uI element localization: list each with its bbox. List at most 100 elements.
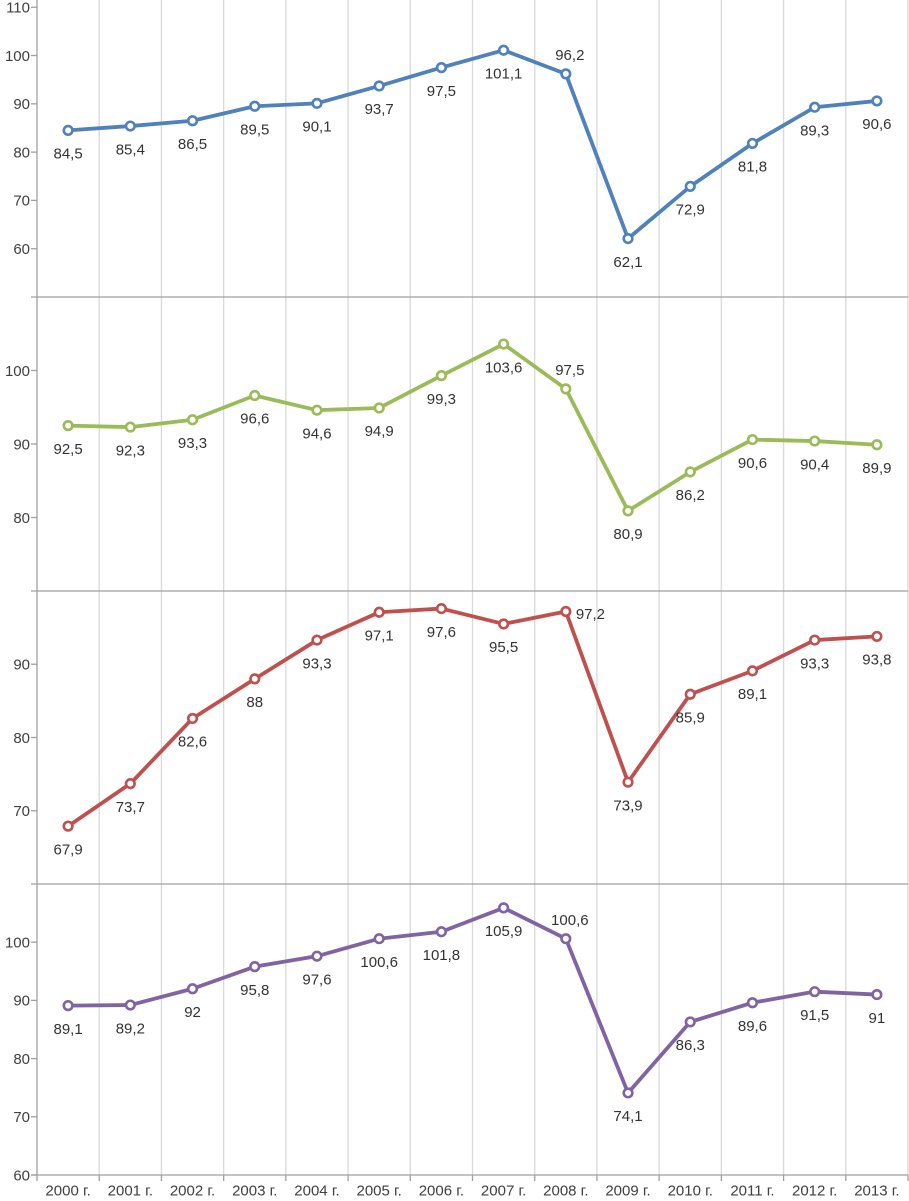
x-axis-category-label: 2008 г. <box>543 1182 588 1199</box>
x-axis-category-label: 2007 г. <box>481 1182 526 1199</box>
x-axis-category-label: 2002 г. <box>170 1182 215 1199</box>
data-label: 93,3 <box>178 435 207 452</box>
data-point-marker <box>560 933 572 945</box>
data-point-marker <box>186 414 199 426</box>
data-point-marker <box>560 605 572 618</box>
y-axis-tick-label: 60 <box>13 241 30 258</box>
data-label: 94,6 <box>302 425 331 442</box>
y-axis-tick-label: 90 <box>13 436 30 453</box>
data-label: 103,6 <box>485 359 523 376</box>
data-label: 86,3 <box>676 1037 705 1054</box>
data-point-marker <box>124 120 136 132</box>
data-label: 89,6 <box>738 1018 767 1035</box>
blue-series-line <box>66 48 879 241</box>
data-point-marker <box>311 97 323 109</box>
data-point-marker <box>809 634 821 646</box>
data-label: 73,7 <box>116 799 145 816</box>
data-point-marker <box>871 95 883 107</box>
data-point-marker <box>560 383 572 395</box>
data-point-marker <box>186 115 199 127</box>
data-label: 90,6 <box>738 455 767 472</box>
data-point-marker <box>746 433 759 446</box>
data-label: 105,9 <box>485 923 523 940</box>
data-label: 89,2 <box>116 1020 145 1037</box>
y-axis-tick-label: 80 <box>13 144 30 161</box>
data-point-marker <box>249 100 261 112</box>
data-label: 89,5 <box>240 121 269 138</box>
data-label: 95,8 <box>240 982 269 999</box>
data-label: 81,8 <box>738 159 767 176</box>
data-point-marker <box>373 606 385 618</box>
green-series-line <box>66 342 879 513</box>
data-label: 96,2 <box>555 47 584 64</box>
y-axis-tick-label: 80 <box>13 1051 30 1068</box>
data-label: 86,2 <box>676 487 705 504</box>
data-point-marker <box>435 370 447 382</box>
y-axis-tick-label: 100 <box>5 934 30 951</box>
data-label: 93,8 <box>862 652 891 669</box>
data-point-marker <box>498 902 510 914</box>
data-point-marker <box>186 983 199 995</box>
data-label: 100,6 <box>551 912 589 929</box>
y-axis-tick-label: 60 <box>13 1167 30 1184</box>
x-axis-category-label: 2011 г. <box>730 1182 774 1199</box>
x-axis-category-label: 2001 г. <box>108 1182 153 1199</box>
data-label: 101,8 <box>423 947 461 964</box>
data-point-marker <box>746 137 759 150</box>
data-point-marker <box>684 180 696 193</box>
y-axis-tick-label: 70 <box>13 193 30 210</box>
data-point-marker <box>498 44 510 56</box>
data-point-marker <box>435 602 447 615</box>
data-label: 72,9 <box>676 202 705 219</box>
panel-red-series: 90 80 70 67,9 73,7 82,6 88 93,3 97,1 97,6 95,5 97,2… <box>13 591 908 885</box>
data-point-marker <box>746 665 759 677</box>
data-label: 93,7 <box>365 101 394 118</box>
data-point-marker <box>186 712 199 725</box>
data-label: 89,1 <box>738 686 767 703</box>
data-label: 91 <box>869 1010 886 1027</box>
data-point-marker <box>62 1000 74 1012</box>
data-point-marker <box>124 778 136 790</box>
data-point-marker <box>62 420 74 432</box>
data-point-marker <box>498 338 510 350</box>
data-point-marker <box>498 618 510 630</box>
data-point-marker <box>249 389 261 402</box>
data-label: 80,9 <box>613 526 642 543</box>
data-point-marker <box>809 101 821 113</box>
x-axis-category-label: 2006 г. <box>419 1182 464 1199</box>
data-point-marker <box>373 80 385 92</box>
data-point-marker <box>684 466 696 478</box>
data-label: 90,4 <box>800 456 829 473</box>
data-point-marker <box>622 232 634 245</box>
data-point-marker <box>622 1087 634 1099</box>
data-label: 93,3 <box>302 655 331 672</box>
x-axis-category-label: 2012 г. <box>792 1182 837 1199</box>
data-point-marker <box>311 634 323 646</box>
y-axis-tick-label: 70 <box>13 803 30 820</box>
data-point-marker <box>746 997 759 1009</box>
panel-green-series: 100 90 80 92,5 92,3 93,3 96,6 94,6 94,9 99,3 103,6… <box>5 297 908 592</box>
data-point-marker <box>435 62 447 74</box>
x-axis-category-label: 2009 г. <box>605 1182 650 1199</box>
data-label: 88 <box>246 694 263 711</box>
data-label: 73,9 <box>613 797 642 814</box>
panel-purple-series: 100 90 80 70 60 89,1 89,2 92 95,8 97,6 100,6 101,8 1… <box>5 884 908 1184</box>
data-point-marker <box>124 421 136 433</box>
data-label: 86,5 <box>178 136 207 153</box>
data-point-marker <box>249 961 261 973</box>
data-point-marker <box>62 820 74 832</box>
x-axis-category-label: 2010 г. <box>668 1182 713 1199</box>
y-axis-tick-label: 100 <box>5 48 30 65</box>
data-label: 96,6 <box>240 411 269 428</box>
y-axis-tick-label: 110 <box>6 0 30 16</box>
data-label: 89,1 <box>54 1021 83 1038</box>
data-point-marker <box>249 673 261 685</box>
data-point-marker <box>622 776 634 788</box>
data-label: 85,4 <box>116 141 145 158</box>
x-axis-category-label: 2013 г. <box>854 1182 899 1199</box>
y-axis-tick-label: 100 <box>5 363 30 380</box>
data-label: 92,3 <box>116 442 145 459</box>
data-label: 95,5 <box>489 639 518 656</box>
data-point-marker <box>622 505 634 517</box>
